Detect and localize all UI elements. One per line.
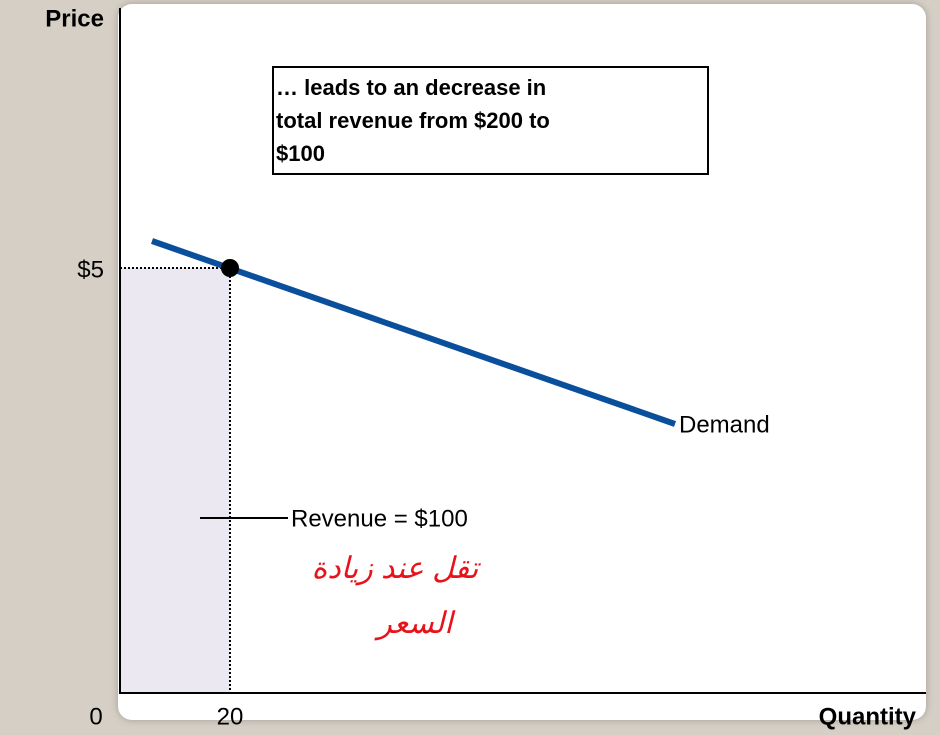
callout-line: $100 — [276, 141, 325, 166]
callout-line: … leads to an decrease in — [276, 75, 546, 100]
handwriting: تقل عند زيادة — [312, 552, 481, 586]
callout-box — [272, 66, 709, 175]
quantity-label: 20 — [217, 703, 244, 730]
origin-label: 0 — [89, 703, 102, 730]
point — [221, 259, 239, 277]
panel — [118, 4, 926, 720]
demand-curve — [151, 238, 676, 427]
curve-label: Demand — [679, 411, 770, 438]
revenue-area — [120, 268, 230, 693]
handwriting: السعر — [373, 607, 456, 641]
price-label: $5 — [77, 256, 104, 283]
y-axis-label: Price — [45, 5, 104, 32]
callout-line: total revenue from $200 to — [276, 108, 550, 133]
x-axis-label: Quantity — [819, 703, 917, 730]
revenue-label: Revenue = $100 — [291, 505, 468, 532]
